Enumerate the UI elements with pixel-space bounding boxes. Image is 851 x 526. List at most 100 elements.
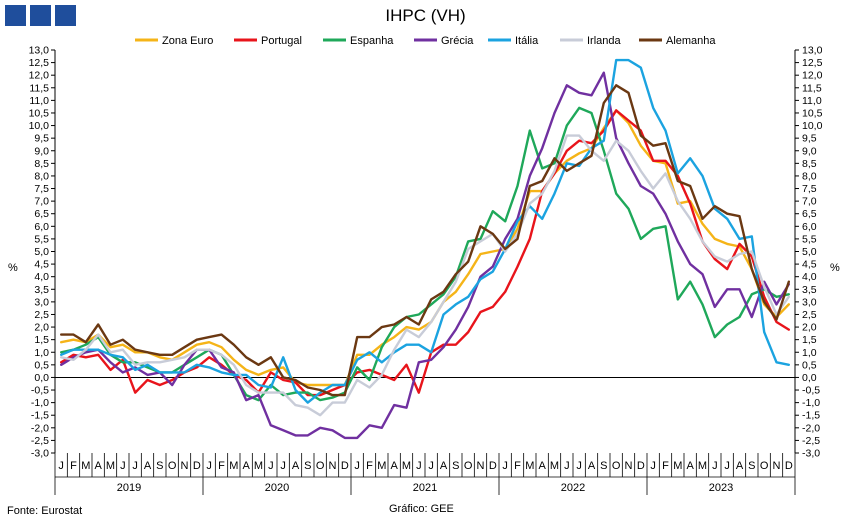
x-month-label: M (229, 460, 238, 472)
y-tick-label-left: 9,5 (34, 133, 49, 145)
x-month-label: J (502, 460, 508, 472)
y-tick-label-left: 6,0 (34, 221, 49, 233)
y-tick-label-right: 8,0 (802, 170, 817, 182)
x-month-label: N (773, 460, 781, 472)
y-axis-label-right: % (830, 262, 840, 274)
x-month-label: A (588, 460, 596, 472)
series-line (60, 134, 790, 417)
legend-entry: Grécia (441, 35, 474, 47)
y-tick-label-right: 11,5 (802, 82, 822, 94)
y-tick-label-right: 11,0 (802, 95, 822, 107)
y-tick-label-right: 1,5 (802, 334, 817, 346)
y-tick-label-left: 3,0 (34, 296, 49, 308)
x-month-label: A (292, 460, 300, 472)
x-month-label: O (316, 460, 325, 472)
y-tick-label-left: 9,0 (34, 145, 49, 157)
y-tick-label-left: 0,0 (34, 372, 49, 384)
x-month-label: J (712, 460, 718, 472)
x-year-label: 2023 (709, 482, 733, 494)
logo-block-2 (30, 5, 51, 26)
x-year-label: 2020 (265, 482, 289, 494)
x-month-label: J (58, 460, 64, 472)
y-tick-label-left: 13,0 (29, 45, 50, 57)
series-line (60, 109, 790, 397)
x-month-label: M (377, 460, 386, 472)
y-tick-label-left: 12,0 (29, 70, 50, 82)
y-tick-label-left: 8,0 (34, 170, 49, 182)
x-month-label: J (564, 460, 570, 472)
y-tick-label-right: -0,5 (802, 385, 820, 397)
y-tick-label-left: 1,0 (34, 347, 49, 359)
y-tick-label-right: 6,0 (802, 221, 817, 233)
legend-entry: Espanha (350, 35, 394, 47)
y-tick-label-right: 0,0 (802, 372, 817, 384)
y-tick-label-right: 3,0 (802, 296, 817, 308)
chart-title: IHPC (VH) (385, 6, 466, 25)
y-tick-label-left: 3,5 (34, 284, 49, 296)
series-line (60, 84, 790, 397)
y-tick-label-right: 10,5 (802, 107, 823, 119)
x-month-label: D (489, 460, 497, 472)
y-tick-label-left: 5,5 (34, 233, 49, 245)
legend-entry: Portugal (261, 35, 302, 47)
x-month-label: J (576, 460, 582, 472)
credit-note: Gráfico: GEE (389, 503, 454, 515)
y-tick-label-right: 6,5 (802, 208, 817, 220)
y-tick-label-left: -2,5 (31, 435, 49, 447)
x-month-label: A (440, 460, 448, 472)
y-tick-label-left: -2,0 (31, 422, 49, 434)
y-tick-label-left: 8,5 (34, 158, 49, 170)
y-tick-label-left: 4,5 (34, 259, 49, 271)
x-month-label: A (538, 460, 546, 472)
x-year-label: 2021 (413, 482, 437, 494)
y-tick-label-left: -1,5 (31, 410, 49, 422)
x-month-label: S (748, 460, 755, 472)
y-tick-label-left: 12,5 (29, 57, 50, 69)
x-month-label: A (144, 460, 152, 472)
y-tick-label-left: 0,5 (34, 359, 49, 371)
y-tick-label-left: 7,5 (34, 183, 49, 195)
x-month-label: F (218, 460, 225, 472)
x-month-label: S (304, 460, 311, 472)
x-month-label: J (416, 460, 422, 472)
x-month-label: F (366, 460, 373, 472)
y-tick-label-right: 10,0 (802, 120, 823, 132)
x-month-label: J (206, 460, 212, 472)
x-month-label: O (464, 460, 473, 472)
y-tick-label-right: 0,5 (802, 359, 817, 371)
x-month-label: J (354, 460, 360, 472)
x-month-label: N (477, 460, 485, 472)
x-month-label: J (268, 460, 274, 472)
y-tick-label-left: 10,0 (29, 120, 50, 132)
legend-entry: Irlanda (587, 35, 622, 47)
x-month-label: M (402, 460, 411, 472)
legend-entry: Zona Euro (162, 35, 213, 47)
x-month-label: A (94, 460, 102, 472)
y-tick-label-left: 11,5 (29, 82, 49, 94)
x-month-label: S (156, 460, 163, 472)
series-line (60, 71, 790, 440)
y-tick-label-right: 12,0 (802, 70, 823, 82)
y-tick-label-left: 4,0 (34, 271, 49, 283)
series-line (60, 58, 790, 404)
x-month-label: F (70, 460, 77, 472)
y-tick-label-left: -3,0 (31, 448, 49, 460)
x-month-label: J (280, 460, 286, 472)
y-tick-label-right: 7,5 (802, 183, 817, 195)
y-tick-label-right: 2,5 (802, 309, 817, 321)
y-tick-label-left: 5,0 (34, 246, 49, 258)
y-tick-label-left: 11,0 (29, 95, 49, 107)
x-month-label: S (600, 460, 607, 472)
y-tick-label-left: 10,5 (29, 107, 50, 119)
y-tick-label-left: 1,5 (34, 334, 49, 346)
y-tick-label-right: 3,5 (802, 284, 817, 296)
x-month-label: M (550, 460, 559, 472)
x-month-label: S (452, 460, 459, 472)
logo-block-1 (5, 5, 26, 26)
y-tick-label-right: 4,5 (802, 259, 817, 271)
x-month-label: D (785, 460, 793, 472)
y-tick-label-left: 2,5 (34, 309, 49, 321)
x-month-label: M (254, 460, 263, 472)
x-month-label: N (181, 460, 189, 472)
x-month-label: M (698, 460, 707, 472)
